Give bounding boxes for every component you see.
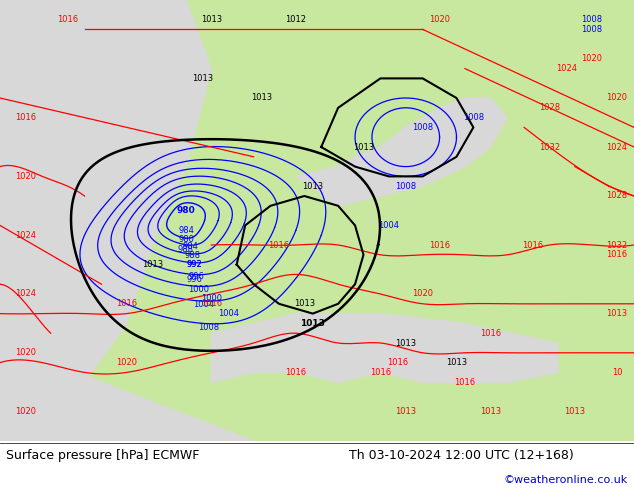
Text: 1013: 1013 bbox=[480, 407, 501, 416]
Text: 1016: 1016 bbox=[370, 368, 391, 377]
Text: 1008: 1008 bbox=[395, 182, 417, 191]
Text: 1008: 1008 bbox=[581, 15, 602, 24]
Text: 1028: 1028 bbox=[539, 103, 560, 112]
Text: 1016: 1016 bbox=[15, 113, 36, 122]
Text: 1013: 1013 bbox=[395, 407, 417, 416]
Polygon shape bbox=[0, 343, 254, 441]
Text: 1013: 1013 bbox=[302, 182, 323, 191]
Text: 1008: 1008 bbox=[463, 113, 484, 122]
Text: 10: 10 bbox=[612, 368, 623, 377]
Text: 1020: 1020 bbox=[116, 358, 138, 367]
Text: 1008: 1008 bbox=[581, 25, 602, 34]
Text: 1024: 1024 bbox=[556, 64, 577, 73]
Text: 1013: 1013 bbox=[353, 143, 374, 151]
Text: 1020: 1020 bbox=[581, 54, 602, 63]
Text: 1008: 1008 bbox=[198, 323, 219, 332]
Text: 1013: 1013 bbox=[395, 339, 417, 347]
Text: 1016: 1016 bbox=[429, 241, 450, 249]
Text: 1024: 1024 bbox=[607, 143, 628, 151]
Polygon shape bbox=[0, 0, 211, 441]
Text: 1000: 1000 bbox=[201, 294, 222, 303]
Polygon shape bbox=[0, 0, 634, 441]
Text: 1013: 1013 bbox=[252, 94, 273, 102]
Text: 1013: 1013 bbox=[141, 260, 163, 269]
Text: 1032: 1032 bbox=[607, 241, 628, 249]
Text: 980: 980 bbox=[177, 206, 195, 215]
Text: 1013: 1013 bbox=[201, 15, 222, 24]
Text: 1013: 1013 bbox=[607, 309, 628, 318]
Text: 1004: 1004 bbox=[217, 309, 239, 318]
Text: 1013: 1013 bbox=[446, 358, 467, 367]
Text: 1016: 1016 bbox=[387, 358, 408, 367]
Text: 1016: 1016 bbox=[268, 241, 290, 249]
Text: 1020: 1020 bbox=[15, 348, 36, 357]
Text: 1008: 1008 bbox=[412, 123, 433, 132]
Text: 1020: 1020 bbox=[15, 172, 36, 181]
Text: 992: 992 bbox=[186, 260, 202, 269]
Text: 996: 996 bbox=[186, 275, 202, 284]
Text: 1020: 1020 bbox=[412, 290, 433, 298]
Text: 1016: 1016 bbox=[455, 378, 476, 387]
Text: 1004: 1004 bbox=[193, 300, 214, 309]
Text: 984: 984 bbox=[178, 226, 194, 235]
Text: 1016: 1016 bbox=[522, 241, 543, 249]
Text: 1000: 1000 bbox=[188, 285, 209, 294]
Text: 984: 984 bbox=[182, 242, 198, 251]
Polygon shape bbox=[211, 314, 558, 382]
Text: Th 03-10-2024 12:00 UTC (12+168): Th 03-10-2024 12:00 UTC (12+168) bbox=[349, 449, 573, 462]
Text: 1016: 1016 bbox=[285, 368, 306, 377]
Text: ©weatheronline.co.uk: ©weatheronline.co.uk bbox=[503, 475, 628, 485]
Text: 1016: 1016 bbox=[201, 299, 222, 308]
Text: 1016: 1016 bbox=[607, 250, 628, 259]
Text: 1016: 1016 bbox=[57, 15, 78, 24]
Text: 1028: 1028 bbox=[607, 192, 628, 200]
Text: 1020: 1020 bbox=[429, 15, 450, 24]
Text: 988: 988 bbox=[178, 245, 194, 254]
Text: 992: 992 bbox=[186, 260, 202, 269]
Text: 1020: 1020 bbox=[15, 407, 36, 416]
Text: 1016: 1016 bbox=[116, 299, 138, 308]
Text: 1013: 1013 bbox=[192, 74, 214, 83]
Text: 1012: 1012 bbox=[285, 15, 306, 24]
Polygon shape bbox=[296, 98, 507, 206]
Text: 1020: 1020 bbox=[607, 94, 628, 102]
Text: Surface pressure [hPa] ECMWF: Surface pressure [hPa] ECMWF bbox=[6, 449, 200, 462]
Text: 1013: 1013 bbox=[564, 407, 585, 416]
Text: 980: 980 bbox=[179, 235, 195, 244]
Text: 1016: 1016 bbox=[480, 329, 501, 338]
Text: 1004: 1004 bbox=[378, 221, 399, 230]
Text: 1013: 1013 bbox=[301, 319, 325, 328]
Text: 1024: 1024 bbox=[15, 290, 36, 298]
Text: 996: 996 bbox=[188, 272, 204, 281]
Text: 1013: 1013 bbox=[294, 299, 315, 308]
Text: 988: 988 bbox=[184, 251, 200, 260]
Text: 1032: 1032 bbox=[539, 143, 560, 151]
Text: 1024: 1024 bbox=[15, 231, 36, 240]
